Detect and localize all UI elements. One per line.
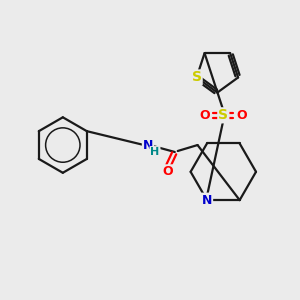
Text: H: H: [150, 147, 160, 157]
Text: S: S: [218, 108, 228, 122]
Text: O: O: [237, 109, 248, 122]
Text: N: N: [143, 139, 153, 152]
Text: N: N: [202, 194, 212, 207]
Text: O: O: [163, 165, 173, 178]
Text: O: O: [199, 109, 210, 122]
Text: S: S: [192, 70, 202, 85]
